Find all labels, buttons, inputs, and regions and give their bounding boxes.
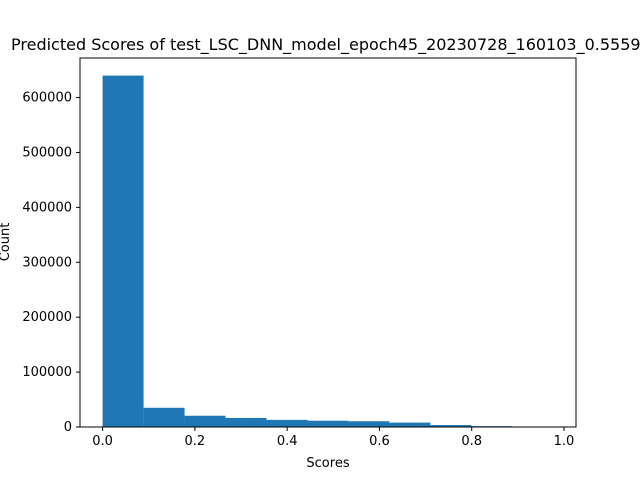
histogram-bar [430, 425, 472, 427]
y-tick-label: 400000 [22, 200, 72, 215]
x-tick-label: 0.6 [369, 434, 390, 449]
histogram-bar [184, 415, 226, 427]
y-tick-label: 0 [64, 420, 72, 435]
plot-frame [79, 57, 577, 428]
y-axis-ticks: 0 100000 200000 300000 400000 500000 600000 [22, 91, 80, 435]
y-tick-label: 500000 [22, 145, 72, 160]
histogram-bar [143, 407, 185, 427]
y-tick-label: 600000 [22, 91, 72, 106]
x-tick-label: 1.0 [554, 434, 575, 449]
x-tick-label: 0.0 [92, 434, 113, 449]
x-axis-label: Scores [306, 456, 349, 471]
x-axis-ticks: 0.0 0.2 0.4 0.6 0.8 1.0 [92, 427, 574, 449]
y-axis-label: Count [0, 223, 13, 262]
x-tick-label: 0.2 [185, 434, 206, 449]
y-tick-label: 200000 [22, 310, 72, 325]
y-tick-label: 100000 [22, 365, 72, 380]
histogram-bar [266, 419, 308, 427]
bars-group [102, 75, 513, 428]
histogram-bar [348, 421, 390, 427]
histogram-bar [225, 417, 267, 427]
y-tick-label: 300000 [22, 255, 72, 270]
x-tick-label: 0.8 [461, 434, 482, 449]
histogram-bar [307, 420, 349, 427]
histogram-bar [389, 422, 431, 427]
x-tick-label: 0.4 [277, 434, 298, 449]
histogram-bar [102, 75, 144, 428]
chart-title: Predicted Scores of test_LSC_DNN_model_e… [11, 35, 640, 55]
